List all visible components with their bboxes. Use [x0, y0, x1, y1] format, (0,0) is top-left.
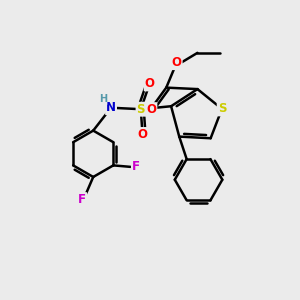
Text: O: O [145, 77, 155, 90]
Text: F: F [78, 193, 86, 206]
Text: N: N [106, 101, 116, 114]
Text: O: O [137, 128, 147, 141]
Text: O: O [146, 103, 156, 116]
Text: F: F [132, 160, 140, 173]
Text: H: H [99, 94, 107, 104]
Text: O: O [172, 56, 182, 69]
Text: S: S [218, 102, 226, 116]
Text: S: S [136, 103, 145, 116]
